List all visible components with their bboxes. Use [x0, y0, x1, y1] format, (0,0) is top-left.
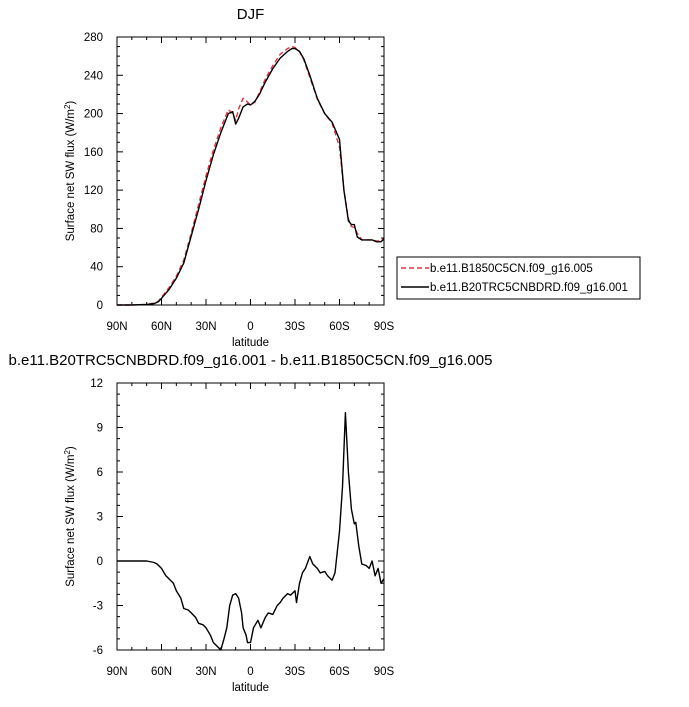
y-tick-label: 9	[97, 423, 103, 435]
y-axis-label-superscript: 2	[63, 104, 72, 109]
y-axis-label: Surface net SW flux (W/m2)	[63, 446, 78, 587]
series-line-2	[117, 47, 385, 306]
y-tick-label: 120	[84, 185, 103, 197]
y-tick-label: 160	[84, 147, 103, 159]
legend-box	[396, 256, 641, 300]
x-tick-label: 0	[247, 666, 253, 678]
x-tick-label: 30N	[195, 666, 216, 678]
y-axis-label-close: )	[65, 446, 77, 450]
y-tick-label: -6	[93, 645, 103, 657]
series-line-1	[117, 412, 385, 651]
y-axis-label-text: Surface net SW flux (W/m	[65, 455, 77, 587]
y-tick-label: 0	[97, 556, 103, 568]
y-tick-label: -3	[93, 601, 103, 613]
y-axis-label: Surface net SW flux (W/m2)	[63, 101, 78, 242]
y-tick-label: 6	[97, 467, 103, 479]
x-tick-label: 90N	[106, 666, 127, 678]
y-tick-label: 12	[90, 378, 103, 390]
x-tick-label: 90N	[106, 321, 127, 333]
x-tick-label: 30S	[285, 666, 306, 678]
y-axis-label-text: Surface net SW flux (W/m	[65, 109, 77, 241]
x-tick-label: 60N	[151, 321, 172, 333]
x-tick-label: 90S	[374, 321, 395, 333]
legend: b.e11.B1850C5CN.f09_g16.005 b.e11.B20TRC5…	[396, 256, 641, 300]
x-tick-label: 60N	[151, 666, 172, 678]
y-tick-label: 240	[84, 70, 103, 82]
legend-label-2: b.e11.B20TRC5CNBDRD.f09_g16.001	[430, 282, 628, 294]
y-tick-label: 200	[84, 109, 103, 121]
y-tick-label: 280	[84, 32, 103, 44]
x-tick-label: 60S	[329, 666, 350, 678]
legend-label-1: b.e11.B1850C5CN.f09_g16.005	[430, 263, 593, 275]
x-tick-label: 30N	[195, 321, 216, 333]
chart-panel-top: DJF 90N 60N 30N 0 30S 60S 90S 0 40 80 120 160 200 240 2…	[63, 6, 641, 349]
y-tick-label: 40	[90, 262, 103, 274]
x-axis-label: latitude	[232, 337, 269, 349]
y-tick-label: 3	[97, 512, 103, 524]
x-tick-label: 30S	[285, 321, 306, 333]
series-line-1	[117, 45, 385, 306]
x-tick-label: 0	[247, 321, 253, 333]
chart-panel-bottom: b.e11.B20TRC5CNBDRD.f09_g16.001 - b.e11.…	[9, 352, 493, 694]
plot-frame	[116, 36, 385, 306]
x-axis-label: latitude	[232, 682, 269, 694]
y-axis-label-superscript: 2	[63, 450, 72, 455]
x-tick-label: 90S	[374, 666, 395, 678]
plot-frame	[116, 382, 385, 651]
y-axis-label-close: )	[65, 101, 77, 105]
y-tick-label: 80	[90, 223, 103, 235]
y-tick-label: 0	[97, 300, 103, 312]
chart-title: b.e11.B20TRC5CNBDRD.f09_g16.001 - b.e11.…	[9, 352, 493, 369]
x-tick-label: 60S	[329, 321, 350, 333]
chart-title: DJF	[237, 6, 265, 23]
